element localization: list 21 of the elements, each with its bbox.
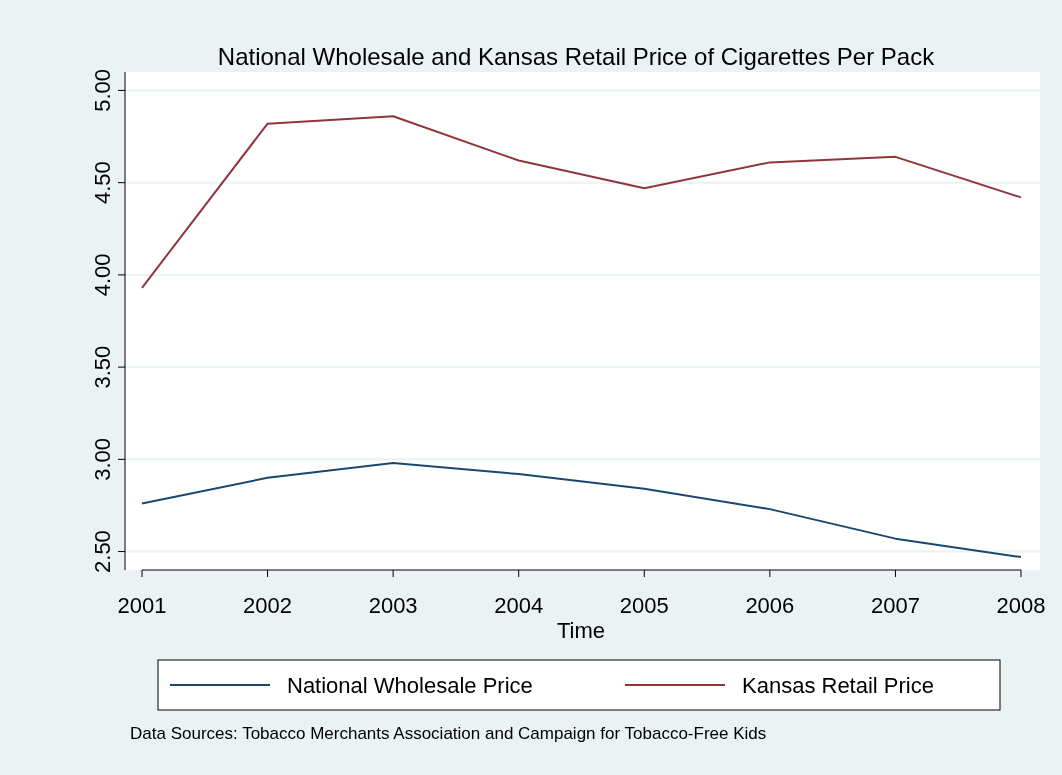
chart-title: National Wholesale and Kansas Retail Price of Cigarettes Per Pack xyxy=(217,43,936,70)
line-series xyxy=(141,115,1022,289)
x-tick-label: 2006 xyxy=(745,593,795,618)
y-tick-label: 3.00 xyxy=(90,437,115,481)
x-tick-label: 2002 xyxy=(243,593,293,618)
x-tick-label: 2007 xyxy=(870,593,920,618)
y-tick-label: 4.50 xyxy=(90,161,115,205)
x-tick-label: 2008 xyxy=(996,593,1046,618)
x-axis-title: Time xyxy=(556,618,606,643)
y-tick-label: 5.00 xyxy=(90,69,115,112)
x-tick-label: 2001 xyxy=(117,593,167,618)
line-series xyxy=(141,462,1022,559)
y-tick-label: 2.50 xyxy=(90,530,115,573)
y-tick-label: 4.00 xyxy=(90,253,115,297)
legend-label: National Wholesale Price xyxy=(287,673,533,698)
legend-label: Kansas Retail Price xyxy=(742,673,934,698)
y-tick-label: 3.50 xyxy=(90,345,115,389)
x-tick-label: 2004 xyxy=(494,593,544,618)
text: Data Sources: Tobacco Merchants Association and Campaign for Tobacco-Free Kids xyxy=(130,724,767,743)
x-tick-label: 2003 xyxy=(368,593,418,618)
x-tick-label: 2005 xyxy=(619,593,669,618)
